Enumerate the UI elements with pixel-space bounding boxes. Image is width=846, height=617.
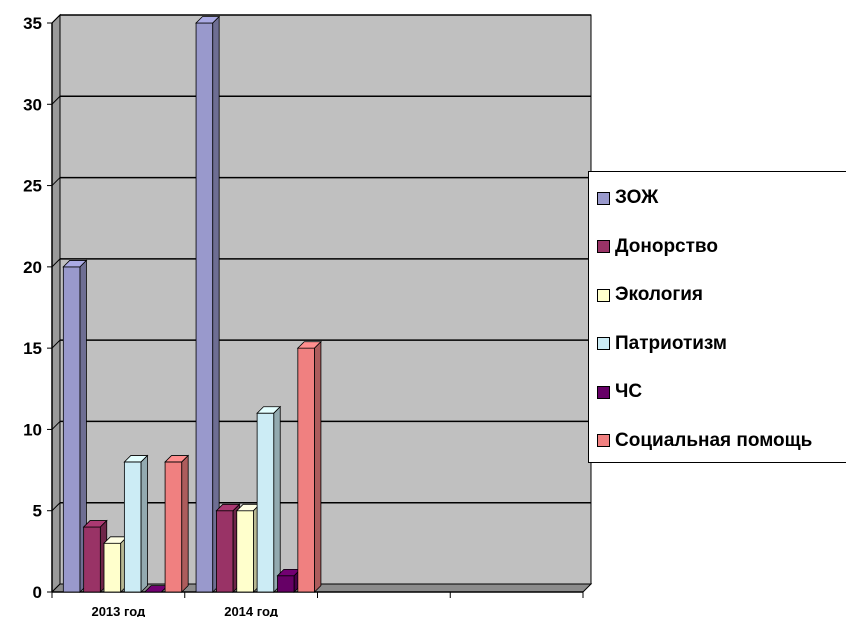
y-tick-label: 15: [23, 339, 42, 358]
legend-item: Патриотизм: [597, 332, 727, 356]
y-tick-label: 10: [23, 420, 42, 439]
gridline-side: [51, 502, 61, 512]
y-tick-label: 25: [23, 177, 42, 196]
legend-swatch: [597, 385, 610, 399]
legend-swatch: [597, 288, 610, 302]
bar: [296, 340, 322, 593]
legend-swatch: [597, 191, 610, 205]
gridline-side: [51, 421, 61, 430]
gridline-side: [51, 177, 61, 186]
y-tick-label: 30: [23, 95, 42, 114]
bar: [195, 15, 221, 593]
legend-swatch: [597, 337, 610, 350]
legend: ЗОЖ Донорство Экология Патриотизм ЧС Социальн…: [588, 171, 846, 463]
y-tick-label: 35: [23, 14, 42, 33]
x-tick-label: 2013 год: [91, 604, 146, 617]
legend-label: Социальная помощь: [615, 429, 813, 451]
bar: [62, 259, 88, 593]
legend-item: Экология: [597, 283, 703, 307]
legend-label: Экология: [615, 284, 704, 305]
legend-item: ЧС: [597, 380, 642, 404]
y-tick-label: 20: [23, 258, 42, 277]
bar: [276, 568, 302, 593]
legend-item: Социальная помощь: [597, 429, 812, 453]
x-tick-label: 2014 год: [224, 604, 279, 617]
bar: [103, 535, 129, 593]
legend-swatch: [597, 434, 610, 447]
y-tick-label: 5: [33, 502, 42, 521]
gridline-side: [51, 95, 61, 105]
legend-label: ЗОЖ: [615, 187, 659, 208]
legend-item: Донорство: [597, 235, 718, 259]
legend-label: ЧС: [615, 381, 643, 402]
bar: [123, 454, 149, 593]
legend-label: Донорство: [615, 235, 718, 257]
side-wall: [51, 13, 61, 594]
y-tick-label: 0: [33, 583, 42, 602]
gridlines: [51, 14, 591, 512]
bar: [256, 405, 282, 593]
x-axis-ticks: 2013 год 2014 год: [91, 604, 278, 617]
legend-swatch: [597, 240, 610, 253]
bar: [82, 519, 108, 593]
bar: [164, 454, 190, 593]
bar: [235, 503, 261, 593]
bar: [215, 503, 241, 593]
legend-label: Патриотизм: [615, 332, 727, 354]
bars: [62, 15, 322, 593]
gridline-side: [51, 339, 61, 349]
y-axis-ticks: 0 5 10 15 20 25 30 35: [23, 14, 42, 602]
gridline-side: [51, 14, 61, 24]
legend-item: ЗОЖ: [597, 186, 658, 210]
gridline-side: [51, 258, 61, 268]
